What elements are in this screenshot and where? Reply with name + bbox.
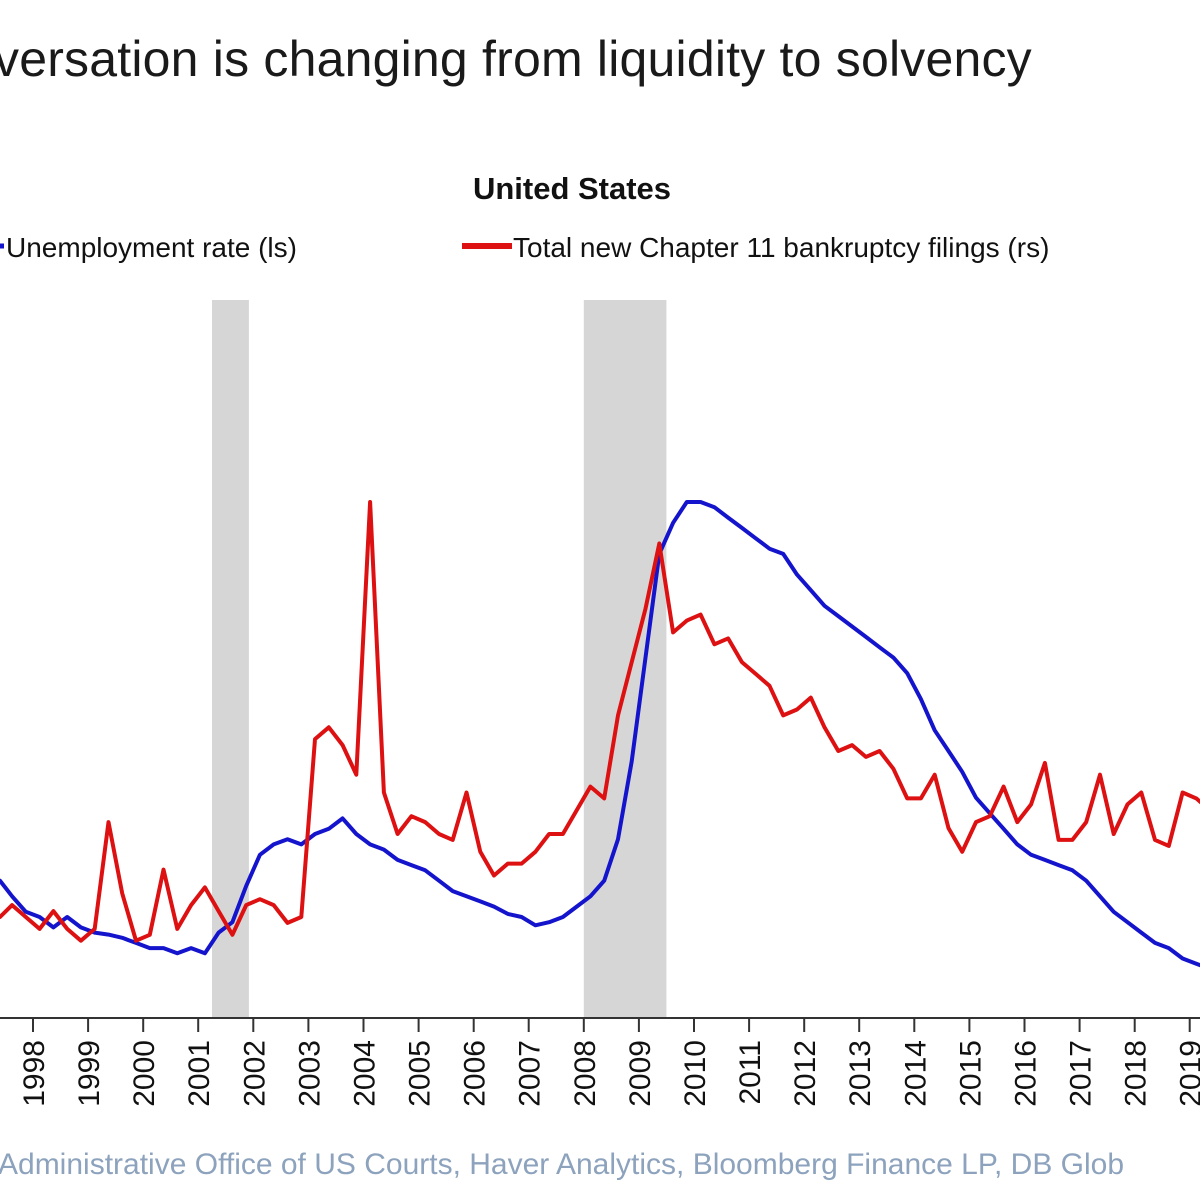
chart-title: United States [473,171,671,206]
x-tick-label-2010: 2010 [679,1040,712,1107]
x-tick-label-2015: 2015 [954,1040,987,1107]
x-tick-label-2002: 2002 [238,1040,271,1107]
x-tick-label-2009: 2009 [624,1040,657,1107]
x-tick-label-2013: 2013 [844,1040,877,1107]
x-tick-label-2012: 2012 [789,1040,822,1107]
x-tick-label-2000: 2000 [128,1040,161,1107]
x-tick-label-2011: 2011 [734,1040,767,1105]
x-tick-label-2003: 2003 [293,1040,326,1107]
x-tick-label-2014: 2014 [899,1040,932,1107]
x-tick-label-1998: 1998 [18,1040,51,1107]
x-tick-label-2008: 2008 [569,1040,602,1107]
series-line-bankruptcy [0,500,1200,943]
series-line-unemployment [0,500,1200,968]
headline: versation is changing from liquidity to … [0,31,1032,87]
x-tick-label-2001: 2001 [183,1040,216,1107]
x-axis: 1998 1999 2000 2001 2002 2003 2004 2005 2006 2007… [0,1017,1200,1107]
x-tick-label-2007: 2007 [514,1040,547,1107]
x-tick-label-2005: 2005 [404,1040,437,1107]
series-lines [0,500,1200,968]
recession-band-2 [583,300,667,1018]
x-tick-label-2004: 2004 [349,1040,382,1107]
x-tick-label-2006: 2006 [459,1040,492,1107]
x-tick-label-2019: 2019 [1175,1040,1200,1107]
legend-label-bankruptcy: Total new Chapter 11 bankruptcy filings … [513,232,1049,263]
x-tick-label-2017: 2017 [1065,1040,1098,1107]
x-tick-label-2018: 2018 [1120,1040,1153,1107]
x-tick-label-2016: 2016 [1010,1040,1043,1107]
recession-shading [212,300,667,1018]
legend-label-unemployment: Unemployment rate (ls) [6,232,297,263]
x-tick-label-1999: 1999 [73,1040,106,1107]
legend: Unemployment rate (ls) Total new Chapter… [0,232,1049,263]
source-note: Administrative Office of US Courts, Have… [0,1148,1125,1181]
